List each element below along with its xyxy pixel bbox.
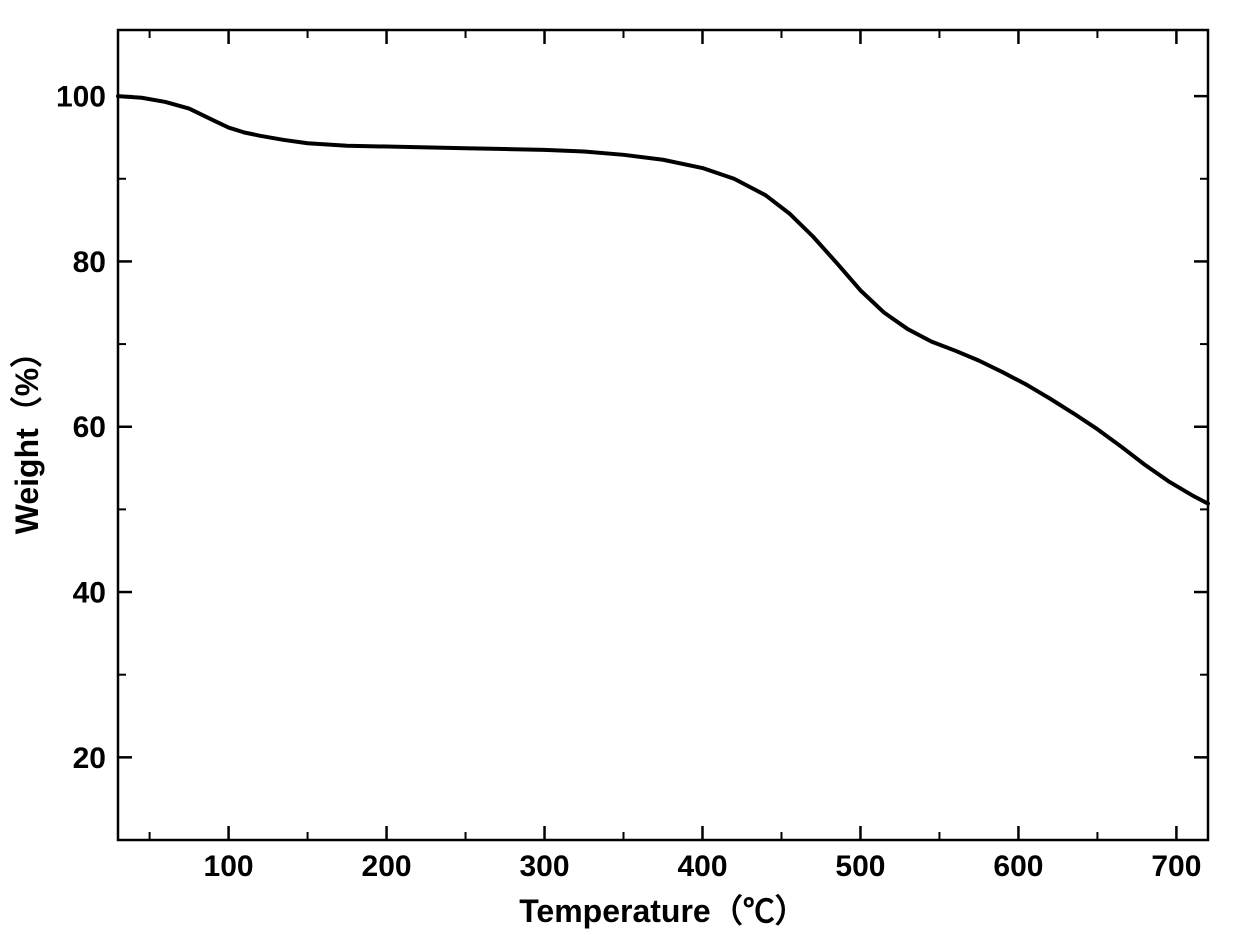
x-tick-label: 200 bbox=[362, 850, 412, 883]
plot-border bbox=[118, 30, 1208, 840]
x-tick-label: 100 bbox=[204, 850, 254, 883]
weight-loss-curve bbox=[118, 96, 1208, 503]
y-tick-label: 60 bbox=[73, 411, 106, 444]
y-tick-label: 100 bbox=[56, 81, 106, 114]
y-tick-label: 80 bbox=[73, 246, 106, 279]
x-axis-title: Temperature（℃） bbox=[519, 893, 806, 929]
x-tick-label: 600 bbox=[993, 850, 1043, 883]
x-tick-label: 300 bbox=[519, 850, 569, 883]
tga-line-chart: 100 200 300 400 500 600 700 20 40 60 80 100 Temper… bbox=[0, 0, 1240, 935]
x-tick-label: 700 bbox=[1151, 850, 1201, 883]
x-tick-label: 400 bbox=[677, 850, 727, 883]
y-axis-title: Weight（%） bbox=[9, 336, 45, 535]
x-tick-label: 500 bbox=[835, 850, 885, 883]
y-tick-label: 20 bbox=[73, 742, 106, 775]
y-tick-label: 40 bbox=[73, 577, 106, 610]
